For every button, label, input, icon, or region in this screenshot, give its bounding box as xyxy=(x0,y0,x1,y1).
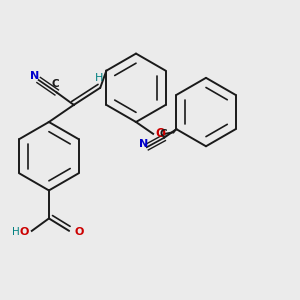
Text: N: N xyxy=(30,71,39,81)
Text: C: C xyxy=(51,79,59,89)
Text: H: H xyxy=(12,227,20,237)
Text: C: C xyxy=(159,129,167,139)
Text: O: O xyxy=(155,127,165,140)
Text: H: H xyxy=(94,73,103,83)
Text: O: O xyxy=(74,227,84,237)
Text: O: O xyxy=(19,227,29,237)
Text: N: N xyxy=(139,139,148,149)
